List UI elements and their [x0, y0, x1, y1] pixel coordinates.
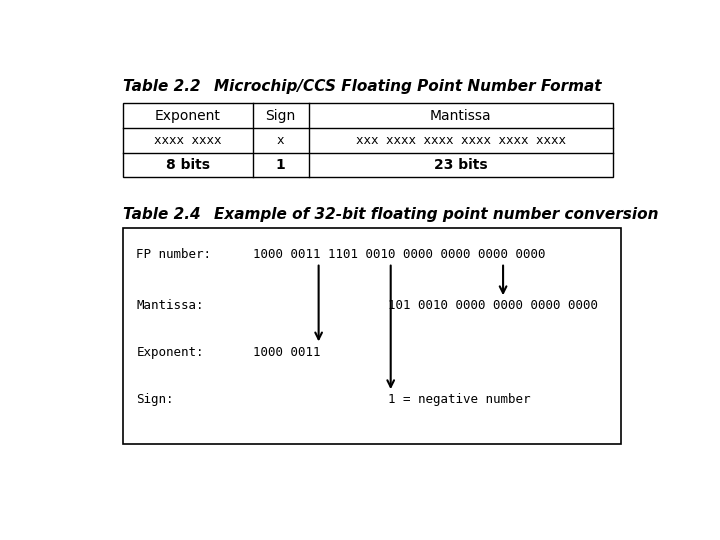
Text: Table 2.4: Table 2.4 [122, 207, 200, 222]
Text: 1000 0011: 1000 0011 [253, 346, 320, 359]
Text: Sign:: Sign: [137, 393, 174, 406]
Text: xxx xxxx xxxx xxxx xxxx xxxx: xxx xxxx xxxx xxxx xxxx xxxx [356, 134, 566, 147]
Text: Exponent:: Exponent: [137, 346, 204, 359]
Text: 1 = negative number: 1 = negative number [388, 393, 531, 406]
Bar [122, 228, 621, 444]
Text: 1: 1 [276, 158, 286, 172]
Text: FP number:: FP number: [137, 248, 212, 261]
Text: Mantissa:: Mantissa: [137, 299, 204, 312]
Text: 8 bits: 8 bits [166, 158, 210, 172]
Text: 1000 0011 1101 0010 0000 0000 0000 0000: 1000 0011 1101 0010 0000 0000 0000 0000 [253, 248, 545, 261]
Text: Exponent: Exponent [155, 109, 220, 123]
Text: 101 0010 0000 0000 0000 0000: 101 0010 0000 0000 0000 0000 [388, 299, 598, 312]
Text: x: x [277, 134, 284, 147]
Text: Mantissa: Mantissa [430, 109, 492, 123]
Bar [122, 103, 613, 177]
Text: xxxx xxxx: xxxx xxxx [154, 134, 222, 147]
Text: Example of 32-bit floating point number conversion: Example of 32-bit floating point number … [214, 207, 659, 222]
Text: Table 2.2: Table 2.2 [122, 79, 200, 93]
Text: 23 bits: 23 bits [434, 158, 487, 172]
Text: Microchip/CCS Floating Point Number Format: Microchip/CCS Floating Point Number Form… [214, 79, 601, 93]
Text: Sign: Sign [266, 109, 296, 123]
